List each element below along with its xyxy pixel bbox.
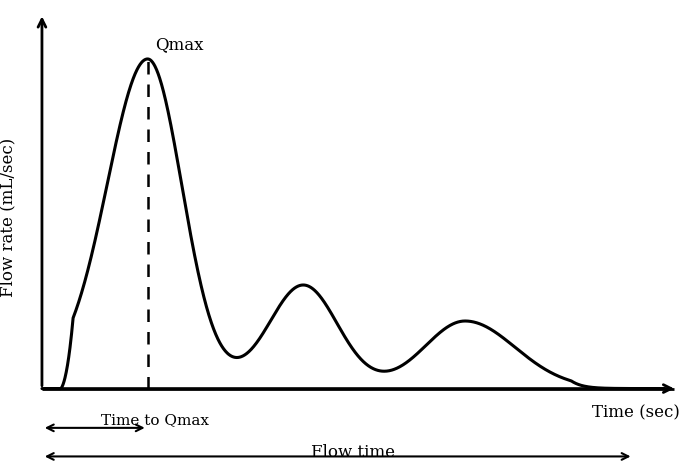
Text: Flow time: Flow time xyxy=(311,444,395,461)
Text: Qmax: Qmax xyxy=(155,37,204,54)
Text: Flow rate (mL/sec): Flow rate (mL/sec) xyxy=(0,138,16,297)
Text: Time (sec): Time (sec) xyxy=(592,405,680,422)
Text: Time to Qmax: Time to Qmax xyxy=(101,414,209,428)
